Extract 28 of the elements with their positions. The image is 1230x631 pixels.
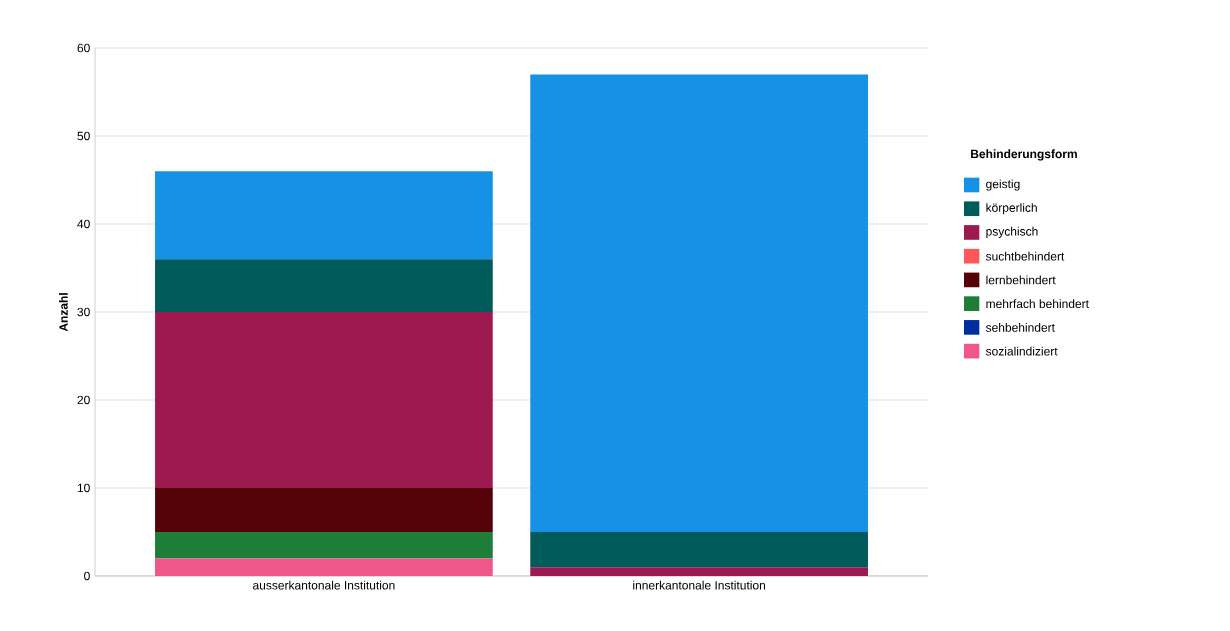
y-tick-label: 60	[77, 43, 90, 53]
bar	[155, 311, 493, 488]
bar	[530, 531, 868, 568]
y-tick-label: 40	[77, 219, 90, 229]
y-tick-label: 20	[77, 395, 90, 405]
y-tick-label: 0	[84, 571, 90, 581]
bar	[155, 558, 493, 576]
legend-title: Behinderungsform	[971, 149, 1077, 161]
bar	[530, 567, 868, 576]
legend-label: mehrfach behindert	[986, 299, 1089, 309]
y-tick-label: 30	[77, 307, 90, 317]
legend-label: geistig	[986, 179, 1020, 191]
legend-label: sehbehindert	[985, 322, 1055, 332]
bar	[155, 531, 493, 559]
legend-label: lernbehindert	[986, 275, 1056, 285]
y-axis-title: Anzahl	[58, 293, 68, 332]
y-tick-label: 10	[77, 483, 90, 493]
bar	[530, 74, 868, 532]
legend-label: körperlich	[986, 203, 1037, 215]
legend-label: suchtbehindert	[985, 251, 1065, 261]
legend-label: sozialindiziert	[985, 346, 1058, 356]
bar	[155, 487, 493, 532]
bar	[155, 171, 493, 260]
x-tick-label: innerkantonale Institution	[633, 580, 766, 590]
y-tick-label: 50	[77, 131, 90, 141]
x-tick-label: ausserkantonale Institution	[253, 580, 395, 590]
bar	[155, 259, 493, 312]
legend-label: psychisch	[986, 226, 1038, 239]
